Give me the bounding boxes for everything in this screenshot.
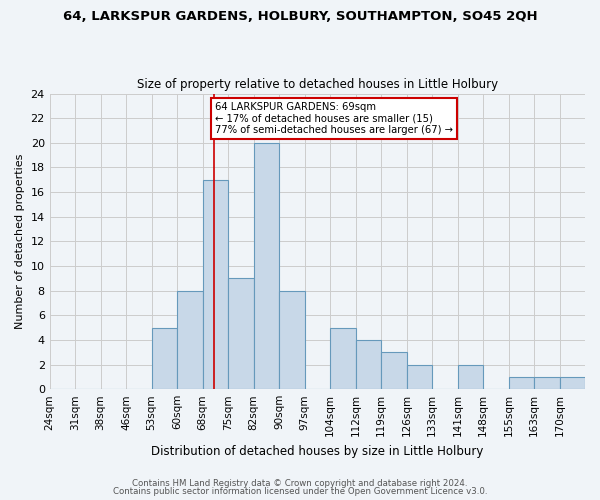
Text: Contains HM Land Registry data © Crown copyright and database right 2024.: Contains HM Land Registry data © Crown c…: [132, 478, 468, 488]
Text: Contains public sector information licensed under the Open Government Licence v3: Contains public sector information licen…: [113, 487, 487, 496]
Text: 64 LARKSPUR GARDENS: 69sqm
← 17% of detached houses are smaller (15)
77% of semi: 64 LARKSPUR GARDENS: 69sqm ← 17% of deta…: [215, 102, 454, 136]
Bar: [203, 180, 228, 389]
Bar: [509, 377, 534, 389]
Bar: [560, 377, 585, 389]
Title: Size of property relative to detached houses in Little Holbury: Size of property relative to detached ho…: [137, 78, 498, 91]
Bar: [177, 290, 203, 389]
X-axis label: Distribution of detached houses by size in Little Holbury: Distribution of detached houses by size …: [151, 444, 484, 458]
Bar: [381, 352, 407, 389]
Bar: [279, 290, 305, 389]
Bar: [228, 278, 254, 389]
Y-axis label: Number of detached properties: Number of detached properties: [15, 154, 25, 329]
Bar: [356, 340, 381, 389]
Bar: [407, 364, 432, 389]
Bar: [330, 328, 356, 389]
Bar: [534, 377, 560, 389]
Text: 64, LARKSPUR GARDENS, HOLBURY, SOUTHAMPTON, SO45 2QH: 64, LARKSPUR GARDENS, HOLBURY, SOUTHAMPT…: [62, 10, 538, 23]
Bar: [458, 364, 483, 389]
Bar: [152, 328, 177, 389]
Bar: [254, 143, 279, 389]
